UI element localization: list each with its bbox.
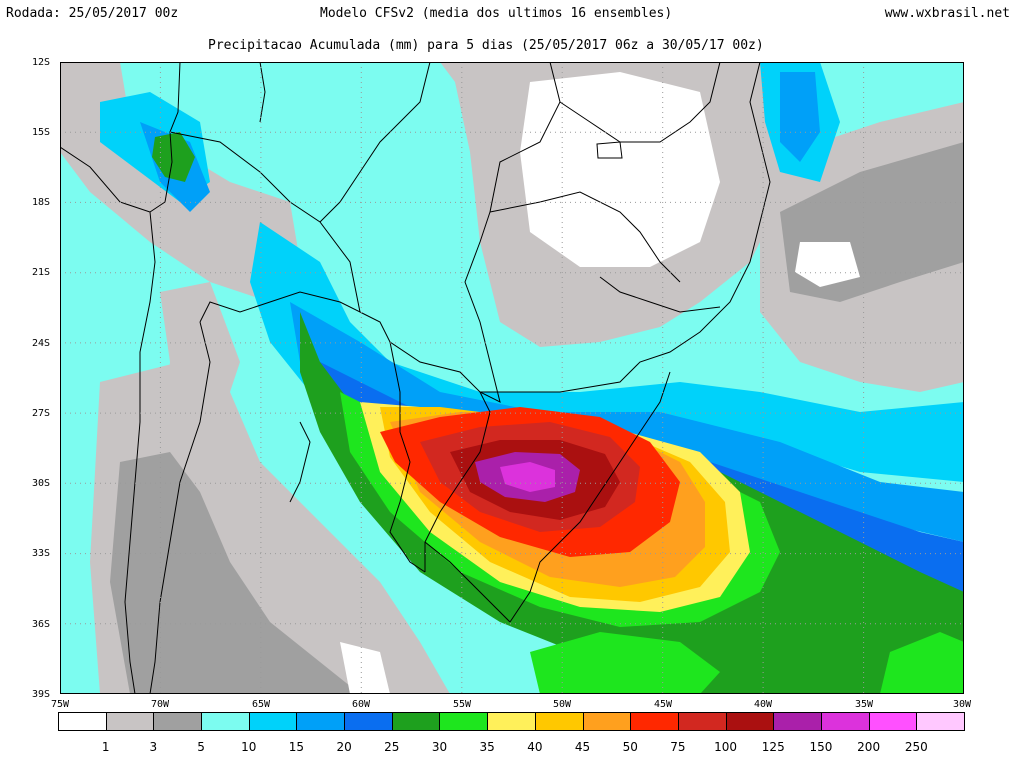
legend-label: 200 [857,740,881,754]
lon-label: 50W [552,699,572,710]
lon-label: 55W [452,699,472,710]
lat-label: 18S [32,197,51,208]
precip-area-none-north [520,72,720,267]
precip-area-darkgrey [110,452,360,694]
legend-swatch [630,712,679,731]
legend-swatch [248,712,298,731]
lon-label: 30W [952,699,972,710]
legend-swatch [487,712,536,731]
map-subtitle: Precipitacao Acumulada (mm) para 5 dias … [208,38,764,53]
legend-swatch [582,712,632,731]
lon-label: 40W [753,699,773,710]
precipitation-map [60,62,964,694]
legend-swatch [677,712,727,731]
legend-label: 15 [288,740,305,754]
legend-label: 30 [431,740,448,754]
legend-label: 10 [241,740,257,754]
legend-label: 3 [149,740,158,754]
lat-label: 30S [32,478,51,489]
legend-swatch [391,712,441,731]
legend-swatch [868,712,918,731]
legend-swatch [439,712,489,731]
legend-label: 40 [527,740,543,754]
legend-label: 25 [384,740,400,754]
legend-label: 5 [197,740,205,754]
legend-swatch [58,712,107,731]
legend-label: 50 [622,740,638,754]
legend-swatch [153,712,203,731]
legend-label: 125 [761,740,785,754]
lat-label: 39S [32,689,51,700]
precip-area-20mm [290,302,964,542]
lon-label: 60W [351,699,371,710]
legend-label: 35 [479,740,495,754]
precip-area-none-east [795,242,860,287]
legend-swatch [105,712,155,731]
legend-swatch [534,712,584,731]
legend-label: 75 [670,740,686,754]
lat-label: 21S [32,267,51,278]
legend-label: 20 [336,740,352,754]
legend-label: 250 [904,740,928,754]
legend-swatch [201,712,250,731]
precip-area-20mm-ne [780,72,820,162]
legend-swatch [916,712,965,731]
model-title: Modelo CFSv2 (media dos ultimos 16 ensem… [320,6,673,21]
site-url: www.wxbrasil.net [884,6,1010,21]
lon-label: 65W [251,699,271,710]
precip-area-30mm-nw [152,132,195,182]
legend-swatch [296,712,346,731]
lon-label: 45W [653,699,673,710]
legend-swatch [725,712,775,731]
lon-label: 70W [150,699,170,710]
lat-label: 36S [32,619,51,630]
legend-label: 45 [574,740,591,754]
lat-label: 12S [32,57,51,68]
legend-swatch [820,712,870,731]
lon-label: 35W [854,699,874,710]
lat-label: 24S [32,338,51,349]
legend-label: 100 [714,740,738,754]
legend-swatch [773,712,822,731]
legend-label: 1 [101,740,110,754]
precip-area-grey-west [160,282,240,462]
lat-label: 33S [32,548,51,559]
precip-area-200mm [500,462,555,492]
lat-label: 27S [32,408,51,419]
run-date: Rodada: 25/05/2017 00z [6,6,179,21]
legend-label: 150 [809,740,833,754]
precipitation-legend [58,712,965,732]
lat-lon-grid [60,62,964,694]
precip-area-none-southwest [340,642,390,694]
lat-label: 15S [32,127,51,138]
precip-area-35mm-south [530,632,720,694]
legend-swatch [344,712,393,731]
precip-area-35mm-se [880,632,964,694]
lon-label: 75W [50,699,70,710]
